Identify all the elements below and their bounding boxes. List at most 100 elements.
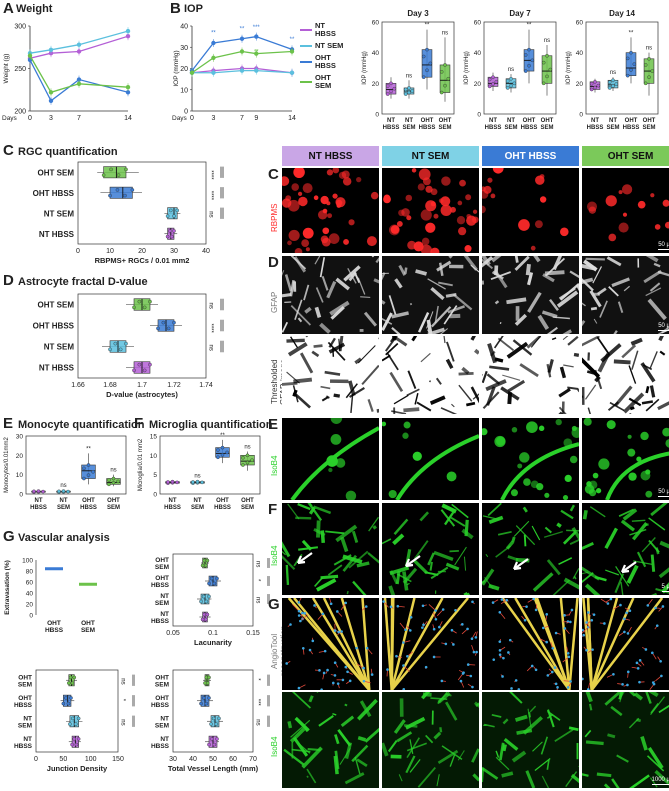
fiber bbox=[407, 370, 417, 389]
fiber bbox=[393, 518, 409, 535]
cell-blob bbox=[472, 209, 478, 214]
fiber bbox=[582, 773, 589, 777]
fiber bbox=[542, 273, 555, 283]
data-point bbox=[61, 701, 66, 706]
category-label: NT bbox=[160, 611, 169, 618]
vessel bbox=[500, 442, 579, 500]
junction-point bbox=[534, 608, 538, 612]
scale-bar-line bbox=[658, 495, 669, 497]
fiber bbox=[626, 564, 639, 584]
fiber bbox=[396, 731, 413, 743]
cell-blob bbox=[560, 227, 569, 237]
fiber bbox=[617, 301, 624, 314]
cell-blob bbox=[345, 490, 357, 500]
cell-blob bbox=[370, 191, 379, 200]
junction-point bbox=[471, 685, 474, 689]
data-point bbox=[541, 60, 546, 65]
data-point bbox=[589, 81, 594, 86]
data-point bbox=[403, 87, 408, 92]
scale-bar-label: 50 µm bbox=[658, 322, 669, 329]
column-header: NT SEM bbox=[382, 146, 479, 166]
fiber bbox=[482, 256, 491, 266]
fiber bbox=[556, 290, 579, 308]
category-label: SEM bbox=[155, 564, 169, 571]
fiber bbox=[382, 299, 386, 305]
cell-blob bbox=[305, 247, 310, 252]
cell-blob bbox=[412, 451, 422, 461]
cell-blob bbox=[291, 183, 299, 191]
fiber bbox=[387, 739, 398, 753]
data-point bbox=[439, 70, 444, 74]
cell-blob bbox=[562, 494, 569, 500]
cell-blob bbox=[458, 227, 467, 236]
fiber bbox=[443, 336, 446, 344]
data-point bbox=[207, 581, 211, 586]
fiber bbox=[382, 742, 389, 757]
fiber bbox=[631, 350, 639, 370]
fiber bbox=[368, 516, 379, 532]
y-tick-label: 40 bbox=[576, 50, 584, 57]
panel-title-iop: IOP bbox=[184, 3, 203, 15]
fiber bbox=[427, 278, 446, 290]
cell-blob bbox=[538, 425, 545, 432]
fiber bbox=[405, 755, 416, 774]
data-point bbox=[239, 68, 245, 73]
y-tick-label: 100 bbox=[22, 558, 33, 565]
fiber bbox=[321, 275, 329, 291]
data-point bbox=[389, 89, 393, 94]
cell-blob bbox=[519, 452, 530, 463]
data-point bbox=[124, 341, 128, 346]
cell-blob bbox=[636, 456, 642, 462]
micrograph bbox=[282, 336, 379, 414]
micrograph bbox=[382, 503, 479, 595]
x-tick-label: NT bbox=[194, 498, 202, 504]
data-point bbox=[205, 558, 210, 563]
data-point bbox=[57, 489, 61, 494]
data-point bbox=[403, 92, 408, 96]
fiber bbox=[489, 365, 510, 371]
y-tick-label: 250 bbox=[14, 66, 26, 73]
micrograph-texture bbox=[482, 418, 579, 500]
fiber bbox=[437, 749, 459, 765]
fiber bbox=[382, 317, 393, 325]
cell-blob bbox=[640, 431, 649, 441]
fiber bbox=[441, 745, 463, 760]
fiber bbox=[645, 256, 659, 263]
fiber bbox=[429, 380, 432, 383]
chart-title: Day 7 bbox=[509, 9, 531, 18]
cell-blob bbox=[665, 438, 669, 448]
cell-blob bbox=[326, 169, 334, 176]
micrograph-texture bbox=[282, 256, 379, 334]
data-point bbox=[68, 675, 73, 680]
fiber bbox=[527, 291, 542, 313]
junction-point bbox=[534, 668, 538, 672]
cell-blob bbox=[320, 195, 329, 205]
significance-mark: * bbox=[255, 579, 261, 582]
fiber bbox=[306, 775, 309, 778]
fiber bbox=[552, 256, 563, 271]
fiber bbox=[540, 736, 549, 755]
x-tick-label: SEM bbox=[402, 125, 415, 131]
data-point bbox=[165, 214, 170, 218]
scale-bar: 5 µm bbox=[661, 584, 669, 592]
fiber bbox=[544, 270, 565, 276]
junction-point bbox=[340, 630, 343, 633]
cell-blob bbox=[464, 245, 472, 253]
cell-blob bbox=[662, 427, 669, 437]
data-point bbox=[202, 558, 206, 563]
junction-point bbox=[329, 602, 333, 606]
fiber bbox=[585, 692, 593, 703]
panel-title-mono: Monocyte quantification bbox=[18, 419, 145, 431]
data-point bbox=[172, 320, 176, 325]
plot-frame bbox=[172, 553, 254, 627]
vessel-skeleton bbox=[568, 598, 579, 690]
fiber bbox=[395, 336, 398, 339]
scale-bar-label: 1000 µm bbox=[651, 776, 669, 783]
fiber bbox=[344, 703, 348, 707]
cell-blob bbox=[338, 171, 347, 179]
cell-blob bbox=[418, 168, 431, 181]
cell-blob bbox=[637, 200, 646, 209]
fiber bbox=[629, 406, 635, 411]
cell-blob bbox=[433, 213, 439, 219]
